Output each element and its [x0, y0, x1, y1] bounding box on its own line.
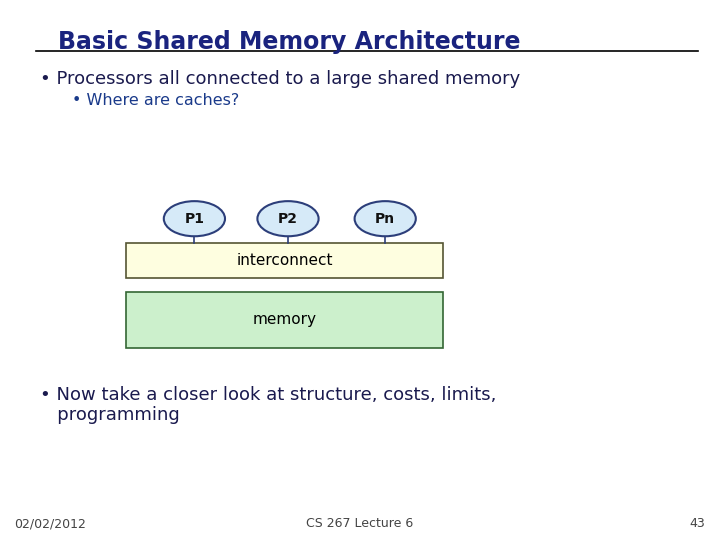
- Text: • Where are caches?: • Where are caches?: [72, 93, 239, 108]
- Text: CS 267 Lecture 6: CS 267 Lecture 6: [307, 517, 413, 530]
- Text: P2: P2: [278, 212, 298, 226]
- Text: • Processors all connected to a large shared memory: • Processors all connected to a large sh…: [40, 70, 520, 88]
- Text: Basic Shared Memory Architecture: Basic Shared Memory Architecture: [58, 30, 520, 53]
- FancyBboxPatch shape: [126, 243, 443, 278]
- Text: P1: P1: [184, 212, 204, 226]
- Text: • Now take a closer look at structure, costs, limits,: • Now take a closer look at structure, c…: [40, 386, 496, 404]
- Ellipse shape: [258, 201, 319, 237]
- Text: programming: programming: [40, 406, 179, 424]
- Text: Pn: Pn: [375, 212, 395, 226]
- Text: interconnect: interconnect: [236, 253, 333, 268]
- Text: 43: 43: [690, 517, 706, 530]
- FancyBboxPatch shape: [126, 292, 443, 348]
- Ellipse shape: [164, 201, 225, 237]
- Text: memory: memory: [253, 313, 316, 327]
- Ellipse shape: [355, 201, 416, 237]
- Text: 02/02/2012: 02/02/2012: [14, 517, 86, 530]
